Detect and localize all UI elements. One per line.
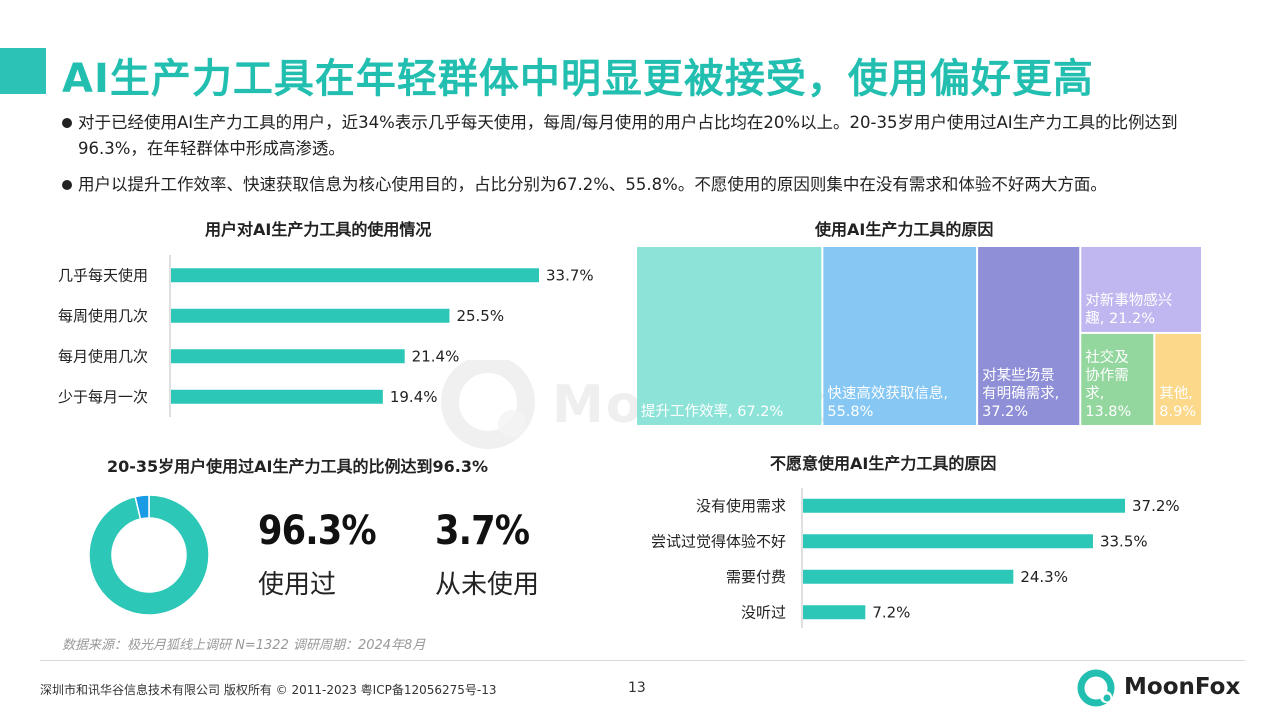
category-label: 几乎每天使用 (58, 266, 148, 284)
bar (803, 534, 1093, 549)
age-usage-donut (88, 494, 210, 616)
data-source-note: 数据来源：极光月狐线上调研 N=1322 调研周期：2024年8月 (62, 638, 426, 653)
watermark-logo-icon (441, 360, 535, 449)
usage-chart-title: 用户对AI生产力工具的使用情况 (205, 220, 432, 239)
page-title: AI生产力工具在年轻群体中明显更被接受，使用偏好更高 (62, 56, 1094, 102)
bar (803, 605, 866, 620)
treemap-label: 提升工作效率, 67.2% (641, 403, 783, 420)
value-label: 21.4% (412, 347, 460, 365)
value-label: 7.2% (872, 603, 910, 621)
treemap-label: 求, (1085, 385, 1104, 402)
category-label: 需要付费 (726, 568, 786, 586)
value-label: 24.3% (1020, 568, 1068, 586)
treemap-label: 趣, 21.2% (1085, 310, 1155, 327)
bar (171, 389, 383, 404)
value-label: 25.5% (456, 307, 504, 325)
donut-never-value: 3.7% (435, 508, 530, 554)
category-label: 尝试过觉得体验不好 (651, 532, 786, 550)
usage-frequency-chart: 几乎每天使用 33.7% 每周使用几次 25.5% 每月使用几次 21.4% 少于每月一次 1… (58, 255, 594, 417)
category-label: 每周使用几次 (58, 307, 148, 325)
donut-slice (134, 494, 150, 520)
treemap-tile (978, 247, 1080, 425)
summary-bullets: 对于已经使用AI生产力工具的用户，近34%表示几乎每天使用，每周/每月使用的用户… (62, 110, 1242, 208)
treemap-label: 对某些场景 (982, 367, 1055, 384)
treemap-tile (637, 247, 822, 425)
treemap-label: 13.8% (1085, 404, 1131, 420)
treemap-label: 协作需 (1085, 367, 1129, 384)
donut-slice (88, 494, 210, 616)
treemap-label: 55.8% (827, 404, 873, 420)
value-label: 33.7% (546, 266, 594, 284)
bar (803, 498, 1125, 513)
unwilling-reasons-chart: 没有使用需求 37.2% 尝试过觉得体验不好 33.5% 需要付费 24.3% 没听过 7.2… (651, 488, 1180, 628)
page-number: 13 (628, 680, 646, 696)
footer-copyright: 深圳市和讯华谷信息技术有限公司 版权所有 © 2011-2023 粤ICP备12… (40, 683, 497, 697)
treemap-tile (1081, 247, 1201, 332)
donut-never-label: 从未使用 (435, 570, 540, 600)
category-label: 少于每月一次 (58, 388, 148, 406)
category-label: 没有使用需求 (696, 497, 786, 515)
reasons-chart-title: 使用AI生产力工具的原因 (815, 220, 994, 239)
brand-name: MoonFox (1124, 674, 1241, 700)
footer-divider (40, 660, 1245, 661)
treemap-label: 37.2% (982, 404, 1028, 420)
donut-used-label: 使用过 (258, 570, 337, 600)
value-label: 37.2% (1132, 497, 1180, 515)
donut-chart-title: 20-35岁用户使用过AI生产力工具的比例达到96.3% (107, 457, 489, 476)
treemap-label: 对新事物感兴 (1085, 292, 1172, 309)
category-label: 没听过 (741, 603, 786, 621)
title-accent-bar (0, 48, 46, 94)
bullet-1: 对于已经使用AI生产力工具的用户，近34%表示几乎每天使用，每周/每月使用的用户… (62, 110, 1242, 162)
unwilling-chart-title: 不愿意使用AI生产力工具的原因 (770, 454, 997, 473)
bar (171, 268, 539, 283)
treemap-label: 社交及 (1085, 348, 1129, 366)
bullet-2: 用户以提升工作效率、快速获取信息为核心使用目的，占比分别为67.2%、55.8%… (62, 172, 1242, 198)
bar (171, 349, 405, 364)
treemap-label: 8.9% (1159, 404, 1196, 420)
moonfox-logo-icon (1077, 669, 1115, 707)
bar (803, 569, 1014, 584)
treemap-label: 快速高效获取信息, (827, 385, 948, 402)
treemap-tile (1081, 333, 1154, 425)
treemap-label: 有明确需求, (982, 385, 1059, 402)
treemap-tile (823, 247, 977, 425)
bar (171, 308, 450, 323)
treemap-tile (1155, 333, 1201, 425)
category-label: 每月使用几次 (58, 347, 148, 365)
treemap-label: 其他, (1159, 385, 1193, 402)
donut-used-value: 96.3% (258, 508, 377, 554)
value-label: 19.4% (390, 388, 438, 406)
value-label: 33.5% (1100, 532, 1148, 550)
